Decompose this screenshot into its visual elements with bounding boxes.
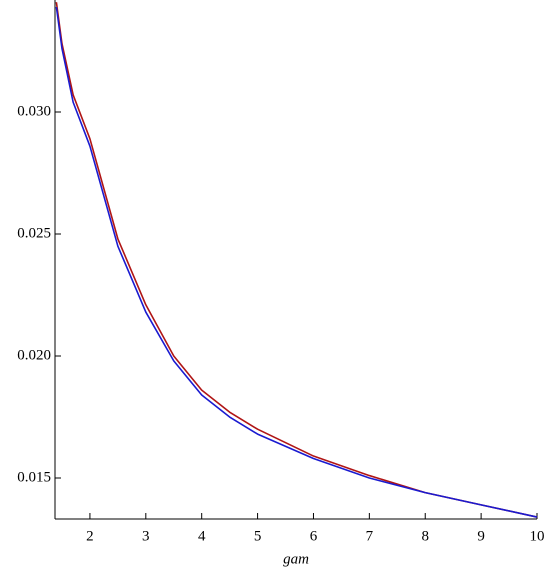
x-tick-label: 9 — [477, 528, 485, 544]
curve — [55, 6, 538, 518]
x-tick-label: 5 — [254, 528, 262, 544]
x-tick-label: 7 — [366, 528, 374, 544]
x-tick-label: 10 — [530, 528, 545, 544]
x-tick-label: 6 — [310, 528, 318, 544]
y-tick-label: 0.020 — [17, 347, 51, 363]
y-tick-label: 0.025 — [17, 225, 51, 241]
y-tick-label: 0.030 — [17, 103, 51, 119]
y-tick-label: 0.015 — [17, 469, 51, 485]
x-tick-label: 3 — [142, 528, 150, 544]
x-tick-label: 2 — [86, 528, 94, 544]
curve — [55, 2, 538, 518]
x-axis-label: gam — [283, 551, 309, 567]
x-tick-label: 4 — [198, 528, 206, 544]
x-tick-label: 8 — [421, 528, 429, 544]
